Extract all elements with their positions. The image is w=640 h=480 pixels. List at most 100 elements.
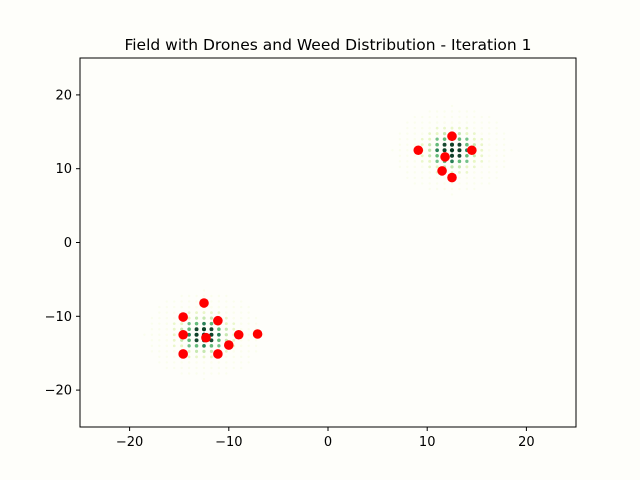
weed-point <box>232 350 236 353</box>
weed-point <box>495 143 498 146</box>
weed-point <box>473 187 476 191</box>
x-tick-label: 0 <box>324 435 332 450</box>
weed-point <box>421 121 424 124</box>
weed-point <box>465 132 469 136</box>
weed-point <box>457 148 462 153</box>
weed-point <box>158 339 161 342</box>
weed-point <box>443 176 446 180</box>
weed-point <box>480 154 484 158</box>
weed-point <box>428 126 431 130</box>
weed-point <box>510 149 513 152</box>
weed-point <box>435 176 439 180</box>
weed-point <box>187 300 191 303</box>
weed-point <box>240 366 243 370</box>
weed-point <box>217 332 221 337</box>
weed-point <box>406 171 409 174</box>
weed-point <box>194 332 199 337</box>
weed-point <box>413 126 417 130</box>
weed-point <box>458 187 461 191</box>
weed-point <box>480 182 483 185</box>
weed-point <box>247 311 250 314</box>
weed-point <box>458 121 461 124</box>
weed-point <box>413 132 417 135</box>
weed-point <box>473 115 476 119</box>
weed-point <box>194 338 199 343</box>
weed-point <box>173 305 176 309</box>
weed-point <box>232 361 235 364</box>
drone-point <box>447 131 457 142</box>
weed-point <box>150 350 154 353</box>
weed-point <box>247 350 250 353</box>
weed-point <box>398 143 402 146</box>
weed-point <box>210 311 213 315</box>
y-axis: −20 −10 0 10 20 <box>45 88 80 399</box>
weed-point <box>502 165 506 169</box>
weed-point <box>254 339 258 342</box>
weed-point <box>472 159 476 163</box>
weed-point <box>254 350 258 353</box>
weed-point <box>195 294 198 298</box>
weed-point <box>195 361 198 364</box>
weed-point <box>450 121 454 124</box>
weed-point <box>165 333 169 337</box>
weed-point <box>158 322 161 325</box>
weed-point <box>406 121 409 124</box>
weed-point <box>413 165 417 169</box>
weed-point <box>150 344 154 348</box>
weed-point <box>187 322 191 326</box>
weed-point <box>398 165 402 169</box>
chart-title: Field with Drones and Weed Distribution … <box>124 36 531 54</box>
drone-point <box>224 340 234 350</box>
drone-point <box>252 329 263 339</box>
weed-point <box>165 344 169 348</box>
weed-point <box>487 171 491 174</box>
weed-point <box>488 115 491 119</box>
weed-point <box>239 322 243 325</box>
weed-point <box>420 132 424 135</box>
weed-point <box>194 321 199 326</box>
weed-point <box>187 338 191 343</box>
drone-point <box>213 315 223 326</box>
weed-point <box>428 159 432 163</box>
weed-point <box>180 327 184 331</box>
weed-point <box>158 361 161 364</box>
weed-point <box>194 349 199 353</box>
weed-point <box>413 176 417 180</box>
weed-point <box>450 126 454 130</box>
weed-point <box>421 176 424 180</box>
weed-point <box>435 132 439 136</box>
weed-point <box>165 300 168 303</box>
weed-point <box>458 110 461 113</box>
weed-point <box>406 165 409 169</box>
weed-point <box>502 137 506 141</box>
weed-point <box>428 148 432 152</box>
weed-point <box>240 300 243 303</box>
weed-point <box>449 148 455 153</box>
weed-point <box>224 333 228 337</box>
weed-point <box>443 121 446 124</box>
drone-point <box>178 312 188 322</box>
weed-point <box>443 110 446 113</box>
weed-point <box>420 171 424 174</box>
weed-point <box>232 327 236 331</box>
weed-point <box>449 153 455 158</box>
weed-point <box>180 372 183 375</box>
weed-point <box>428 154 432 158</box>
weed-point <box>480 121 483 124</box>
x-tick-label: 10 <box>419 435 436 450</box>
weed-point <box>194 344 199 348</box>
weed-point <box>495 154 498 158</box>
weed-point <box>165 327 169 331</box>
weed-point <box>210 355 213 359</box>
weed-point <box>209 349 214 353</box>
weed-point <box>225 355 228 359</box>
weed-point <box>428 115 431 119</box>
weed-point <box>232 300 235 303</box>
weed-point <box>465 137 469 141</box>
weed-point <box>495 160 498 163</box>
weed-point <box>247 333 250 336</box>
weed-point <box>180 300 183 303</box>
weed-point <box>450 187 454 191</box>
weed-point <box>487 160 491 163</box>
weed-point <box>165 350 169 353</box>
